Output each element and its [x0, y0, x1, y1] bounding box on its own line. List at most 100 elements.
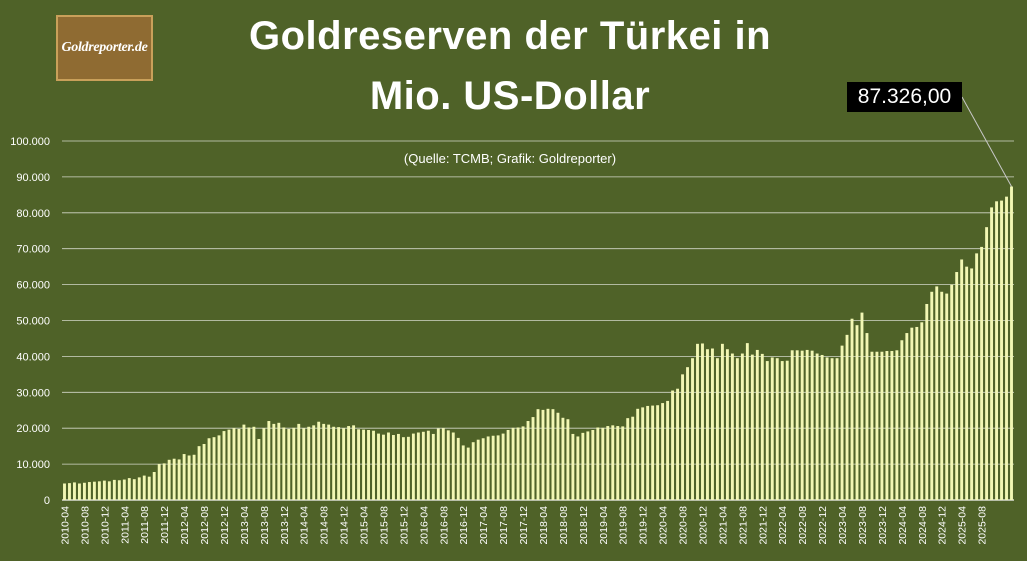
bar [671, 390, 675, 500]
bar [960, 259, 964, 500]
bar [611, 425, 615, 500]
bar [466, 447, 470, 500]
logo-text: Goldreporter.de [61, 40, 148, 55]
x-tick-label: 2020-12 [697, 506, 709, 545]
x-tick-label: 2011-12 [159, 506, 171, 544]
bar [322, 423, 326, 500]
bar [177, 459, 181, 500]
x-tick-label: 2013-12 [279, 506, 291, 545]
bar [481, 438, 485, 500]
bar [202, 443, 206, 500]
bar [686, 367, 689, 500]
x-tick-label: 2010-04 [59, 506, 71, 545]
bar [247, 427, 251, 500]
bar [68, 483, 71, 500]
bar [362, 429, 365, 500]
bar [980, 246, 984, 500]
bar [496, 435, 500, 500]
bar [920, 322, 924, 500]
x-tick-label: 2023-04 [837, 506, 849, 545]
bar [347, 426, 351, 500]
bar [770, 357, 774, 500]
bar [546, 408, 550, 500]
callout-leader-line [961, 96, 1012, 187]
x-tick-label: 2025-08 [977, 506, 989, 545]
bar [471, 442, 475, 500]
bar [616, 426, 620, 500]
bar [666, 400, 670, 500]
bar [596, 427, 600, 500]
x-tick-label: 2011-08 [139, 506, 151, 544]
bar [127, 478, 131, 500]
bar [706, 349, 709, 500]
y-axis-ticks: 0 10.000 20.000 30.000 40.000 50.000 60.000 70.… [10, 136, 50, 507]
bar [591, 429, 595, 500]
bar [162, 463, 166, 500]
bar [167, 459, 171, 500]
bar [711, 348, 714, 500]
goldreporter-logo: Goldreporter.de [56, 15, 153, 81]
bar [287, 428, 291, 500]
bar [421, 431, 425, 500]
chart-title-line-2: Mio. US-Dollar [369, 74, 651, 118]
bar [930, 291, 934, 500]
bar [357, 429, 361, 500]
bar [815, 353, 819, 500]
x-tick-label: 2021-12 [757, 506, 769, 545]
bar [860, 312, 864, 500]
bar [561, 417, 565, 500]
bar [501, 433, 505, 500]
x-tick-label: 2018-12 [578, 506, 590, 545]
bar [925, 303, 929, 500]
bar [865, 333, 869, 500]
bar [137, 477, 141, 500]
bar [367, 429, 370, 500]
bar [691, 358, 694, 500]
bar [342, 428, 346, 500]
bar [411, 433, 415, 500]
bar [820, 354, 824, 500]
bar [541, 409, 545, 500]
bar [880, 351, 884, 500]
bar [257, 438, 261, 500]
bar [975, 253, 979, 500]
bar [232, 428, 236, 500]
bar [900, 340, 904, 500]
x-tick-label: 2016-12 [458, 506, 470, 545]
bar [461, 445, 465, 500]
last-value-callout: 87.326,00 [847, 82, 962, 112]
x-tick-label: 2017-08 [498, 506, 510, 545]
bar [426, 430, 430, 500]
bar [112, 479, 116, 500]
bar [307, 426, 311, 500]
bar [122, 479, 126, 500]
bar [621, 426, 625, 500]
bar [735, 358, 739, 500]
bar [352, 425, 356, 500]
x-tick-label: 2024-12 [937, 506, 949, 545]
bar [117, 480, 121, 500]
bar [556, 412, 560, 500]
bar [606, 426, 610, 500]
y-tick-label: 70.000 [16, 244, 50, 256]
bar [302, 428, 306, 500]
bar [377, 433, 380, 500]
x-tick-label: 2010-12 [99, 506, 111, 545]
bar [990, 207, 994, 501]
bar [995, 201, 999, 500]
bar [855, 325, 859, 500]
bar [516, 427, 520, 500]
bar [392, 435, 395, 500]
bar [576, 436, 580, 500]
bar [830, 358, 834, 500]
x-tick-label: 2019-08 [618, 506, 630, 545]
bar [217, 435, 221, 500]
bar [935, 286, 939, 500]
x-tick-label: 2012-08 [199, 506, 211, 545]
x-tick-label: 2022-08 [797, 506, 809, 545]
bar [825, 357, 829, 500]
bar [950, 284, 954, 500]
bar [765, 361, 769, 500]
bar [416, 432, 420, 500]
